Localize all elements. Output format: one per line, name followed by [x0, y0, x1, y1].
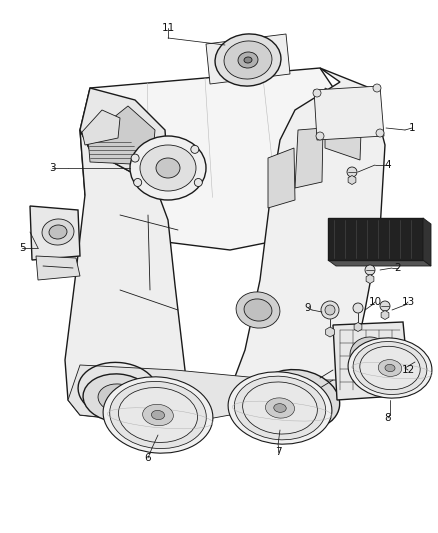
Ellipse shape [350, 337, 390, 373]
Polygon shape [80, 68, 355, 250]
Ellipse shape [360, 346, 420, 390]
Circle shape [347, 167, 357, 177]
Ellipse shape [244, 299, 272, 321]
Ellipse shape [238, 52, 258, 68]
Circle shape [316, 132, 324, 140]
Polygon shape [381, 311, 389, 319]
Text: 5: 5 [19, 243, 25, 253]
Circle shape [365, 265, 375, 275]
Polygon shape [348, 175, 356, 184]
Ellipse shape [378, 360, 402, 376]
Circle shape [353, 303, 363, 313]
Circle shape [194, 179, 202, 187]
Text: 3: 3 [49, 163, 55, 173]
Ellipse shape [353, 342, 427, 394]
Ellipse shape [103, 377, 213, 453]
Circle shape [191, 146, 199, 154]
Ellipse shape [156, 158, 180, 178]
Ellipse shape [234, 376, 326, 440]
Circle shape [131, 154, 139, 162]
Ellipse shape [385, 365, 395, 372]
Polygon shape [30, 206, 80, 260]
Bar [328, 218, 423, 260]
Text: 11: 11 [161, 23, 175, 33]
Ellipse shape [348, 338, 432, 398]
Polygon shape [314, 86, 384, 140]
Ellipse shape [130, 136, 206, 200]
Ellipse shape [49, 225, 67, 239]
Polygon shape [333, 322, 410, 400]
Ellipse shape [228, 372, 332, 444]
Ellipse shape [243, 382, 318, 434]
Text: 13: 13 [401, 297, 415, 307]
Ellipse shape [140, 145, 196, 191]
Ellipse shape [42, 219, 74, 245]
Polygon shape [366, 274, 374, 284]
Text: 10: 10 [368, 297, 381, 307]
Ellipse shape [98, 384, 138, 412]
Ellipse shape [359, 345, 381, 365]
Ellipse shape [83, 374, 153, 422]
Circle shape [134, 179, 141, 187]
Polygon shape [354, 322, 362, 332]
Polygon shape [80, 88, 168, 185]
Ellipse shape [244, 57, 252, 63]
Polygon shape [68, 365, 350, 425]
Circle shape [380, 301, 390, 311]
Polygon shape [325, 88, 362, 160]
Text: 6: 6 [145, 453, 151, 463]
Circle shape [373, 84, 381, 92]
Text: 8: 8 [385, 413, 391, 423]
Polygon shape [230, 68, 385, 420]
Circle shape [325, 305, 335, 315]
Ellipse shape [265, 398, 294, 418]
Circle shape [376, 129, 384, 137]
Ellipse shape [273, 382, 323, 418]
Polygon shape [268, 148, 295, 208]
Polygon shape [36, 256, 80, 280]
Text: 7: 7 [275, 447, 281, 457]
Polygon shape [82, 110, 120, 145]
Ellipse shape [236, 292, 280, 328]
Ellipse shape [224, 41, 272, 79]
Ellipse shape [215, 34, 281, 86]
Text: 2: 2 [395, 263, 401, 273]
Circle shape [321, 301, 339, 319]
Ellipse shape [256, 369, 340, 431]
Ellipse shape [152, 410, 165, 419]
Polygon shape [65, 130, 185, 425]
Ellipse shape [274, 403, 286, 413]
Polygon shape [88, 106, 155, 165]
Ellipse shape [110, 382, 206, 449]
Polygon shape [206, 34, 290, 84]
Polygon shape [328, 260, 431, 266]
Circle shape [313, 89, 321, 97]
Ellipse shape [118, 387, 198, 442]
Text: 1: 1 [409, 123, 415, 133]
Ellipse shape [143, 405, 173, 426]
Text: 9: 9 [305, 303, 311, 313]
Polygon shape [423, 218, 431, 266]
Polygon shape [326, 327, 334, 337]
Text: 4: 4 [385, 160, 391, 170]
Text: 12: 12 [401, 365, 415, 375]
Polygon shape [295, 128, 323, 188]
